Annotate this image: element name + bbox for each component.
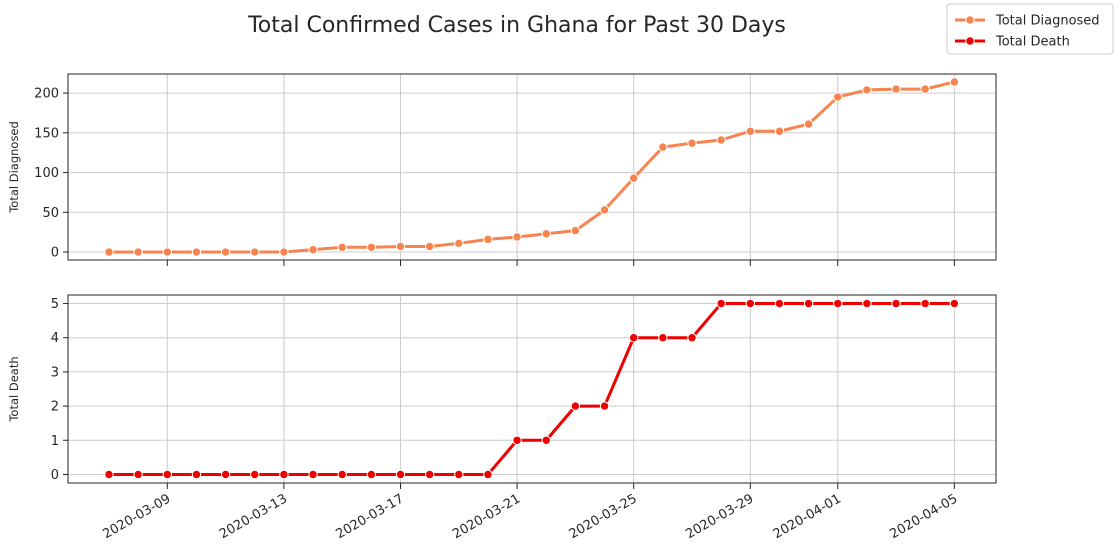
x-tick-label: 2020-03-25 bbox=[567, 491, 640, 542]
data-point bbox=[454, 469, 464, 480]
series-line bbox=[107, 302, 956, 476]
legend-label: Total Diagnosed bbox=[995, 14, 1100, 29]
data-point bbox=[716, 298, 726, 309]
plot-frame bbox=[67, 294, 997, 484]
data-point bbox=[833, 92, 843, 102]
y-tick-label: 3 bbox=[51, 365, 59, 380]
x-tick-label: 2020-03-17 bbox=[334, 491, 407, 542]
data-point bbox=[512, 232, 522, 242]
data-point bbox=[366, 469, 377, 480]
data-point bbox=[308, 469, 318, 480]
data-point bbox=[629, 173, 639, 183]
data-point bbox=[191, 469, 202, 480]
data-point bbox=[891, 298, 901, 309]
x-tick-label: 2020-03-09 bbox=[100, 491, 173, 542]
x-tick-label: 2020-04-01 bbox=[771, 491, 844, 542]
y-tick-label: 5 bbox=[51, 297, 59, 312]
legend-swatch-marker bbox=[965, 36, 975, 46]
data-point bbox=[250, 469, 260, 480]
legend-swatch-marker bbox=[965, 15, 975, 25]
data-point bbox=[133, 247, 143, 257]
data-point bbox=[570, 401, 581, 411]
data-point bbox=[424, 241, 435, 252]
data-point bbox=[570, 225, 581, 236]
y-tick-label: 50 bbox=[42, 206, 59, 221]
data-point bbox=[716, 135, 726, 145]
data-point bbox=[483, 234, 493, 245]
data-point bbox=[687, 333, 697, 343]
data-point bbox=[424, 469, 435, 480]
y-tick-label: 0 bbox=[51, 246, 59, 261]
x-tick-label: 2020-03-21 bbox=[450, 491, 523, 542]
legend-box bbox=[946, 3, 1114, 55]
data-point bbox=[920, 298, 930, 309]
data-point bbox=[687, 138, 697, 148]
y-tick-label: 2 bbox=[51, 400, 59, 415]
y-tick-label: 4 bbox=[51, 331, 59, 346]
data-point bbox=[191, 247, 202, 257]
y-axis-label: Total Diagnosed bbox=[7, 121, 21, 214]
data-point bbox=[162, 247, 173, 257]
plot-frame bbox=[67, 73, 997, 261]
data-point bbox=[279, 247, 289, 257]
y-tick-label: 100 bbox=[34, 166, 59, 181]
data-point bbox=[395, 469, 406, 480]
x-tick-label: 2020-03-13 bbox=[217, 491, 290, 542]
data-point bbox=[774, 126, 785, 136]
x-tick-label: 2020-03-29 bbox=[683, 491, 756, 542]
data-point bbox=[454, 238, 464, 249]
data-point bbox=[337, 469, 347, 480]
data-point bbox=[745, 298, 755, 309]
series-line bbox=[107, 80, 956, 254]
data-point bbox=[250, 247, 260, 257]
data-point bbox=[220, 247, 231, 257]
data-point bbox=[133, 469, 143, 480]
chart-title: Total Confirmed Cases in Ghana for Past … bbox=[247, 13, 786, 38]
data-point bbox=[541, 435, 551, 445]
data-point bbox=[512, 435, 522, 445]
data-point bbox=[745, 126, 755, 136]
data-point bbox=[949, 298, 960, 309]
y-tick-label: 1 bbox=[51, 434, 59, 449]
data-point bbox=[308, 244, 318, 255]
data-point bbox=[629, 333, 639, 343]
data-point bbox=[949, 77, 960, 87]
y-axis-label: Total Death bbox=[7, 356, 21, 422]
data-point bbox=[541, 229, 551, 239]
data-point bbox=[104, 469, 114, 480]
y-tick-label: 150 bbox=[34, 126, 59, 141]
data-point bbox=[658, 333, 668, 343]
data-point bbox=[483, 469, 493, 480]
data-point bbox=[279, 469, 289, 480]
data-point bbox=[891, 84, 901, 94]
legend-label: Total Death bbox=[995, 35, 1070, 50]
y-tick-label: 0 bbox=[51, 468, 59, 483]
data-point bbox=[862, 85, 872, 95]
x-tick-label: 2020-04-05 bbox=[887, 491, 960, 542]
x-axis: 2020-03-09 2020-03-13 2020-03-17 2020-03-21… bbox=[100, 491, 960, 542]
panel-total-diagnosed: 0 50 100 150 200 Total Diagnosed bbox=[7, 73, 997, 266]
data-point bbox=[366, 242, 377, 252]
y-tick-label: 200 bbox=[34, 87, 59, 102]
data-point bbox=[833, 298, 843, 309]
data-point bbox=[862, 298, 872, 309]
data-point bbox=[395, 241, 406, 252]
data-point bbox=[599, 205, 610, 215]
data-point bbox=[658, 142, 668, 152]
legend: Total Diagnosed Total Death bbox=[946, 3, 1114, 55]
panel-total-death: 0 1 2 3 4 5 Total Death bbox=[7, 294, 997, 489]
data-point bbox=[337, 242, 347, 252]
data-point bbox=[803, 119, 814, 129]
data-point bbox=[803, 298, 814, 309]
data-point bbox=[104, 247, 114, 257]
data-point bbox=[920, 84, 930, 94]
data-point bbox=[162, 469, 173, 480]
data-point bbox=[599, 401, 610, 411]
data-point bbox=[220, 469, 231, 480]
data-point bbox=[774, 298, 785, 309]
